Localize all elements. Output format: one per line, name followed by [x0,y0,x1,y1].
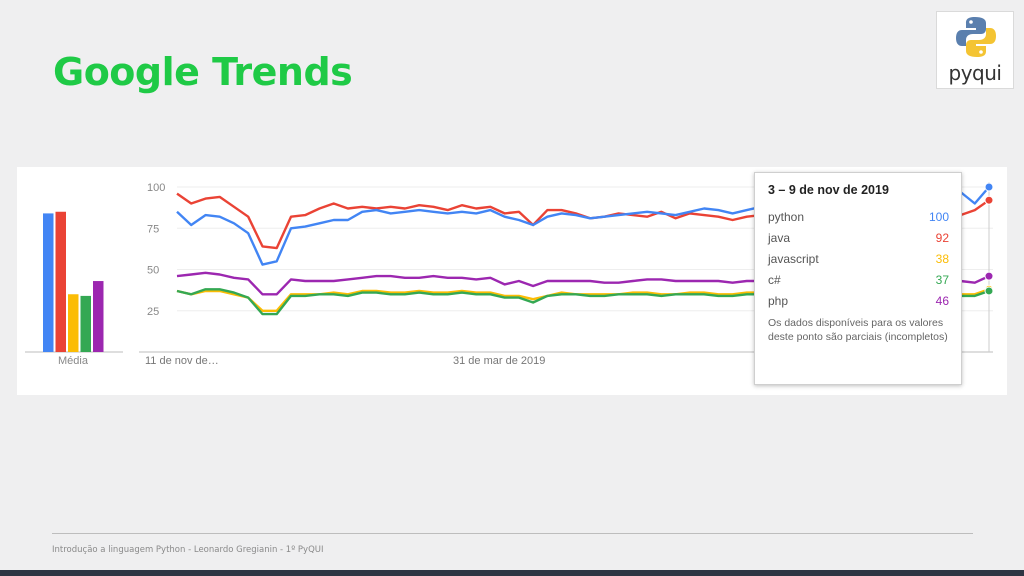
footer-divider [52,533,973,534]
tooltip-title: 3 – 9 de nov de 2019 [768,183,889,197]
y-tick-label: 25 [147,306,159,318]
tooltip-note: Os dados disponíveis para os valores des… [768,317,948,343]
average-label: Média [58,355,89,367]
tooltip-term: php [768,294,789,308]
y-tick-label: 75 [147,223,159,235]
trends-chart-card: Média 100 75 50 25 11 de nov de… 31 de mar de … [17,167,1007,395]
tooltip-term: javascript [768,252,819,266]
average-bar-python [43,213,54,352]
average-bar-csharp [80,295,91,352]
series-point-csharp [984,286,994,296]
tooltip-value: 92 [935,231,949,245]
series-point-java [984,195,994,205]
tooltip-value: 46 [935,294,949,308]
tooltip-row-javascript: javascript 38 [768,249,949,270]
tooltip-row-csharp: c# 37 [768,270,949,291]
tooltip-term: c# [768,273,781,287]
average-bar-java [55,211,66,352]
tooltip-row-python: python 100 [768,207,949,228]
tooltip-value: 38 [935,252,949,266]
slide-title: Google Trends [53,50,353,94]
logo-text: pyqui [948,61,1002,85]
average-bar-php [93,281,104,352]
python-logo-icon [956,17,996,57]
footer-text: Introdução a linguagem Python - Leonardo… [52,545,324,555]
y-tick-label: 100 [147,182,165,194]
bottom-bar [0,570,1024,576]
tooltip-term: python [768,210,805,224]
tooltip-row-php: php 46 [768,291,949,312]
series-point-php [984,271,994,281]
tooltip-value: 37 [935,273,949,287]
x-tick-label: 31 de mar de 2019 [453,355,545,367]
x-tick-label: 11 de nov de… [145,355,219,367]
series-point-python [984,182,994,192]
data-tooltip: 3 – 9 de nov de 2019 python 100 java 92 … [754,172,962,385]
tooltip-row-java: java 92 [768,228,949,249]
average-bar-javascript [68,294,79,352]
tooltip-term: java [768,231,791,245]
y-tick-label: 50 [147,265,159,277]
tooltip-value: 100 [928,210,949,224]
pyqui-logo: pyqui [936,11,1014,89]
